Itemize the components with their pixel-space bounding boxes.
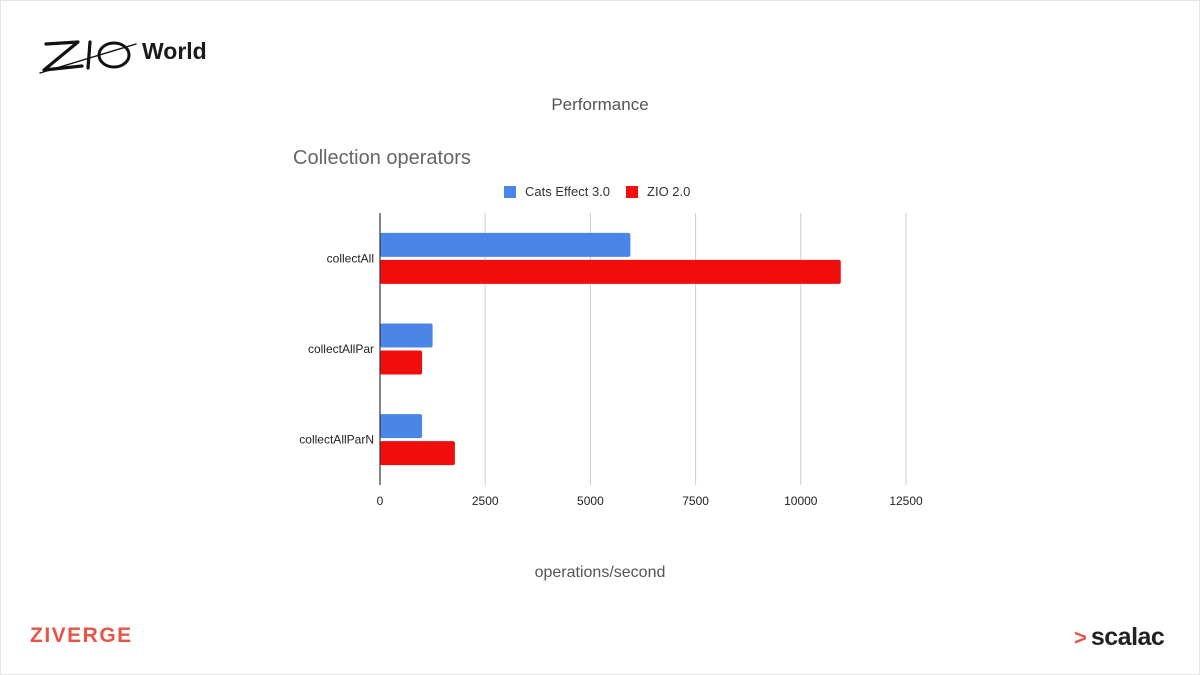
scalac-wordmark: scalac [1090, 623, 1165, 651]
legend-swatch-cats-effect [504, 185, 516, 198]
legend-label-cats-effect: Cats Effect 3.0 [525, 184, 611, 199]
scalac-logo: > scalac [1074, 623, 1165, 652]
bar-cats-effect [380, 414, 423, 439]
x-tick-label: 0 [377, 494, 384, 508]
legend-swatch-zio [626, 185, 639, 198]
slide-title: Performance [551, 95, 649, 114]
bar-zio [380, 350, 423, 375]
brand-world-label: World [142, 38, 207, 64]
bar-zio [380, 441, 455, 466]
ziverge-logo: ZIVERGE [30, 624, 133, 647]
bar-cats-effect [380, 232, 631, 257]
x-axis-label: operations/second [534, 564, 666, 581]
chart-title: Collection operators [293, 147, 471, 169]
x-tick-label: 12500 [889, 494, 923, 508]
zio-logo [38, 36, 138, 76]
y-category-label: collectAll [327, 251, 374, 265]
y-category-label: collectAllPar [308, 342, 374, 356]
scalac-chevron-icon: > [1074, 624, 1087, 650]
x-tick-label: 10000 [784, 494, 818, 508]
x-tick-label: 2500 [472, 494, 499, 508]
bar-zio [380, 259, 841, 284]
chart-legend: Cats Effect 3.0 ZIO 2.0 [504, 184, 706, 199]
legend-label-zio: ZIO 2.0 [647, 184, 691, 199]
legend-item-zio: ZIO 2.0 [626, 184, 690, 199]
bar-cats-effect [380, 323, 433, 348]
y-category-label: collectAllParN [299, 433, 374, 447]
legend-item-cats-effect: Cats Effect 3.0 [504, 184, 610, 199]
x-tick-label: 7500 [682, 494, 709, 508]
x-tick-label: 5000 [577, 494, 604, 508]
zio-logo-icon [39, 40, 137, 74]
